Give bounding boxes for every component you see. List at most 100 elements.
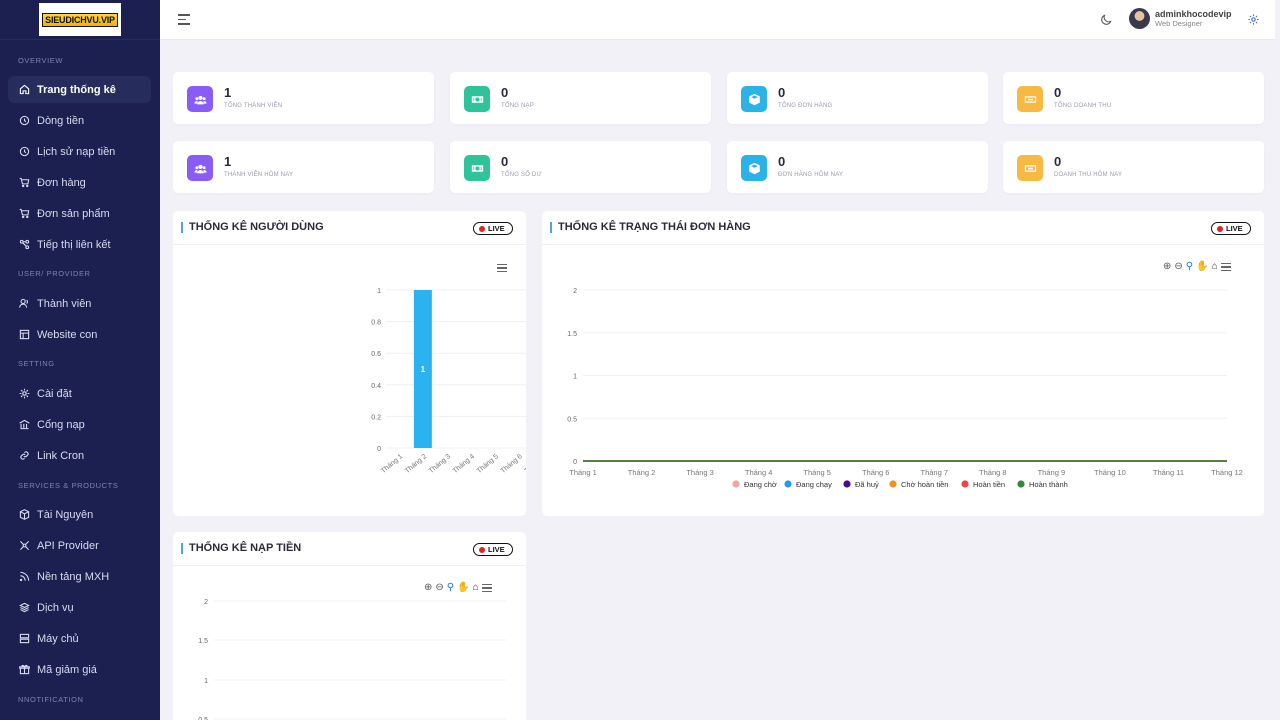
sidebar-item-14[interactable]: Dịch vụ	[8, 594, 151, 621]
x-tick-label: Tháng 7	[524, 453, 526, 475]
sidebar-item-1[interactable]: Dòng tiền	[8, 107, 151, 134]
zoom-in-icon[interactable]: ⊕	[1163, 261, 1172, 272]
orders-line-chart: 0 0.5 1 1.5 2 Tháng 1 Tháng 2 Tháng 3 Tháng 4 Thá…	[567, 288, 1243, 489]
sidebar-item-16[interactable]: Mã giảm giá	[8, 656, 151, 683]
y-tick-label: 1.5	[567, 331, 577, 338]
home-icon[interactable]: ⌂	[1211, 261, 1218, 272]
home-icon[interactable]: ⌂	[472, 582, 479, 593]
stat-value: 0	[1054, 154, 1062, 169]
stat-label: ĐƠN HÀNG HÔM NAY	[778, 172, 844, 178]
logo-area: SIEUDICHVU.VIP	[0, 0, 160, 40]
zoom-in-icon[interactable]: ⊕	[424, 582, 433, 593]
sidebar-item-6[interactable]: Thành viên	[8, 290, 151, 317]
wallet-icon	[1017, 155, 1043, 181]
sidebar-item-3[interactable]: Đơn hàng	[8, 169, 151, 196]
sidebar-item-0[interactable]: Trang thống kê	[8, 76, 151, 103]
server-icon	[18, 633, 30, 645]
y-tick-label: 2	[573, 288, 577, 295]
zoom-out-icon[interactable]: ⊖	[1174, 261, 1183, 272]
deposit-line-chart: 0.5 1 1.5 2	[198, 599, 506, 720]
stat-value: 0	[501, 154, 509, 169]
legend-label: Đang chờ	[744, 480, 777, 489]
menu-toggle-icon[interactable]	[178, 14, 190, 25]
sidebar-item-4[interactable]: Đơn sản phẩm	[8, 200, 151, 227]
search-zoom-icon[interactable]: ⚲	[1185, 261, 1194, 272]
search-zoom-icon[interactable]: ⚲	[446, 582, 455, 593]
stat-card: 0 TỔNG DOANH THU	[1003, 72, 1264, 124]
bar	[413, 290, 432, 448]
link-icon	[18, 450, 30, 462]
user-name: adminkhocodevip	[1155, 8, 1232, 19]
sidebar-item-label: Đơn hàng	[37, 176, 86, 189]
sidebar-item-5[interactable]: Tiếp thị liên kết	[8, 231, 151, 258]
y-tick-label: 0.5	[198, 717, 208, 720]
x-tick-label: Tháng 5	[803, 468, 831, 477]
live-badge: LIVE	[473, 222, 513, 235]
sidebar-item-label: Máy chủ	[37, 632, 79, 645]
sidebar-item-label: Đơn sản phẩm	[37, 207, 110, 220]
sidebar-item-10[interactable]: Link Cron	[8, 442, 151, 469]
stat-value: 1	[224, 154, 232, 169]
box-icon	[18, 509, 30, 521]
stat-label: TỔNG SỐ DƯ	[501, 172, 542, 178]
sidebar-item-8[interactable]: Cài đặt	[8, 380, 151, 407]
stat-label: DOANH THU HÔM NAY	[1054, 172, 1123, 178]
wallet-icon	[1017, 86, 1043, 112]
home-icon	[18, 84, 30, 96]
sidebar-item-13[interactable]: Nền tảng MXH	[8, 563, 151, 590]
x-tick-label: Tháng 12	[1211, 468, 1243, 477]
chart-menu-icon[interactable]	[1220, 263, 1231, 272]
y-tick-label: 2	[204, 599, 208, 606]
gear-icon[interactable]	[1247, 13, 1260, 26]
legend-marker	[732, 480, 740, 488]
user-menu[interactable]: adminkhocodevip Web Designer	[1129, 8, 1232, 29]
users-icon	[187, 86, 213, 112]
legend-label: Đã huỷ	[855, 480, 879, 489]
legend-marker	[843, 480, 851, 488]
stat-value: 0	[1054, 85, 1062, 100]
pan-hand-icon[interactable]: ✋	[457, 582, 470, 593]
chart-menu-icon[interactable]	[497, 264, 507, 273]
store-icon	[18, 329, 30, 341]
sidebar-item-12[interactable]: API Provider	[8, 532, 151, 559]
sidebar-section-title: NNOTIFICATION	[18, 695, 84, 704]
pan-hand-icon[interactable]: ✋	[1196, 261, 1209, 272]
x-tick-label: Tháng 9	[1038, 468, 1066, 477]
moon-icon[interactable]	[1099, 13, 1113, 27]
zoom-out-icon[interactable]: ⊖	[435, 582, 444, 593]
history-icon	[18, 146, 30, 158]
orders-chart-panel: THỐNG KÊ TRẠNG THÁI ĐƠN HÀNG LIVE ⊕ ⊖ ⚲ …	[542, 211, 1264, 516]
y-tick-label: 0.5	[567, 416, 577, 423]
topbar: adminkhocodevip Web Designer	[160, 0, 1275, 40]
user-role: Web Designer	[1155, 18, 1203, 28]
x-tick-label: Tháng 11	[1153, 468, 1184, 477]
sidebar-item-9[interactable]: Cổng nạp	[8, 411, 151, 438]
box-icon	[741, 86, 767, 112]
sidebar-item-label: Trang thống kê	[37, 83, 116, 96]
sidebar-item-label: Dòng tiền	[37, 114, 85, 127]
sidebar-item-15[interactable]: Máy chủ	[8, 625, 151, 652]
x-tick-label: Tháng 5	[476, 453, 500, 475]
stat-card: 0 ĐƠN HÀNG HÔM NAY	[727, 141, 988, 193]
stat-value: 0	[778, 154, 786, 169]
sidebar-item-2[interactable]: Lịch sử nạp tiền	[8, 138, 151, 165]
x-tick-label: Tháng 1	[569, 468, 597, 477]
legend-label: Hoàn tiền	[973, 480, 1005, 489]
sidebar-item-label: Tài Nguyên	[37, 508, 94, 521]
sidebar-section-title: SERVICES & PRODUCTS	[18, 481, 119, 490]
sidebar-item-7[interactable]: Website con	[8, 321, 151, 348]
panel-title: THỐNG KÊ NGƯỜI DÙNG	[181, 222, 324, 233]
layers-icon	[18, 602, 30, 614]
y-tick-label: 0.8	[371, 320, 381, 327]
stat-card: 0 TỔNG NẠP	[450, 72, 711, 124]
bank-icon	[18, 419, 30, 431]
chart-menu-icon[interactable]	[481, 584, 492, 593]
legend-label: Chờ hoàn tiền	[901, 480, 948, 489]
y-tick-label: 0	[377, 446, 381, 453]
sidebar-item-11[interactable]: Tài Nguyên	[8, 501, 151, 528]
x-tick-label: Tháng 7	[921, 468, 949, 477]
stat-label: TỔNG NẠP	[501, 103, 534, 109]
x-tick-label: Tháng 2	[404, 453, 428, 475]
logo[interactable]: SIEUDICHVU.VIP	[39, 3, 121, 36]
